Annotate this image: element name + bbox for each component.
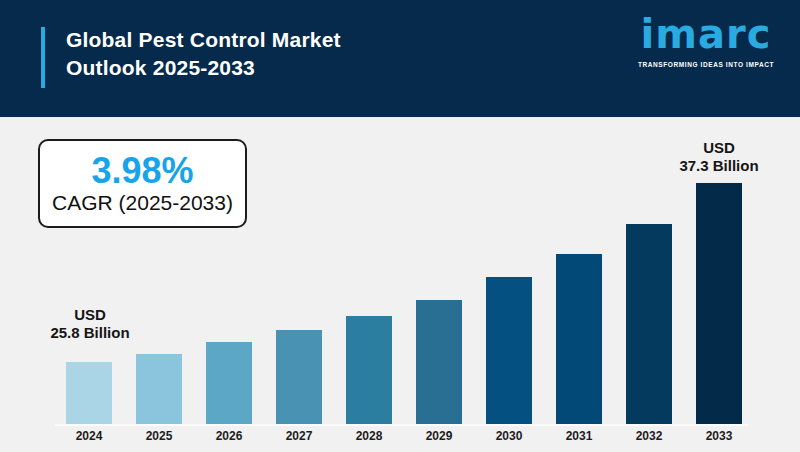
bar-column-2032: 2032 [626,224,672,424]
x-axis-label-2028: 2028 [356,429,383,443]
imarc-logo-tagline: TRANSFORMING IDEAS INTO IMPACT [631,61,781,68]
bar-column-2026: 2026 [206,342,252,424]
title-accent-bar [41,27,45,88]
bar-2029 [416,300,462,424]
bar-column-2024: 2024 [66,362,112,424]
x-axis-label-2032: 2032 [636,429,663,443]
page-title-line1: Global Pest Control Market [66,26,341,54]
bar-2028 [346,316,392,424]
x-axis-label-2025: 2025 [146,429,173,443]
end-value-annotation: USD 37.3 Billion [644,139,794,175]
x-axis-baseline [55,424,748,426]
bar-2031 [556,254,602,424]
header-banner: Global Pest Control Market Outlook 2025-… [0,0,800,117]
x-axis-label-2031: 2031 [566,429,593,443]
x-axis-label-2033: 2033 [706,429,733,443]
x-axis-label-2029: 2029 [426,429,453,443]
page-title-line2: Outlook 2025-2033 [66,54,341,82]
bar-2026 [206,342,252,424]
end-value-currency: USD [644,139,794,157]
chart-area: 3.98% CAGR (2025-2033) USD 25.8 Billion … [0,117,800,452]
x-axis-label-2024: 2024 [76,429,103,443]
imarc-logo: imarc TRANSFORMING IDEAS INTO IMPACT [631,8,781,68]
x-axis-label-2027: 2027 [286,429,313,443]
bar-column-2027: 2027 [276,330,322,424]
bar-group: 2024 2025 2026 2027 2028 2029 2030 2031 2032 2033 [66,183,742,424]
infographic-root: { "header": { "title_line1": "Global Pes… [0,0,800,452]
imarc-logo-wordmark: imarc [631,8,781,60]
bar-2027 [276,330,322,424]
bar-2030 [486,277,532,424]
bar-column-2031: 2031 [556,254,602,424]
page-title: Global Pest Control Market Outlook 2025-… [66,26,341,82]
end-value-amount: 37.3 Billion [644,157,794,175]
bar-column-2028: 2028 [346,316,392,424]
x-axis-label-2026: 2026 [216,429,243,443]
bar-column-2025: 2025 [136,354,182,424]
x-axis-label-2030: 2030 [496,429,523,443]
bar-column-2030: 2030 [486,277,532,424]
bar-column-2033: 2033 [696,183,742,424]
bar-column-2029: 2029 [416,300,462,424]
bar-2025 [136,354,182,424]
bar-2024 [66,362,112,424]
bar-2033 [696,183,742,424]
bar-2032 [626,224,672,424]
